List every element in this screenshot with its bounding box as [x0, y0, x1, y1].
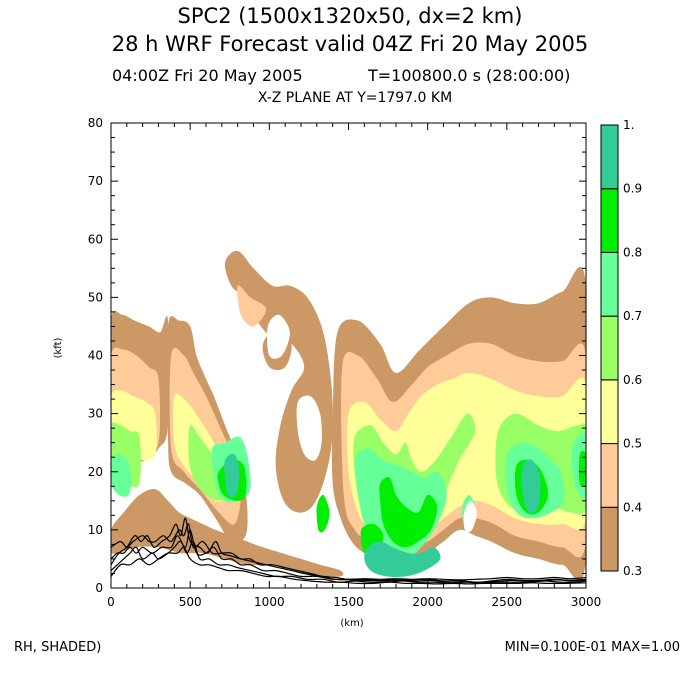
- colorbar-segment: [600, 124, 619, 190]
- x-tick-label: 1500: [333, 595, 364, 609]
- y-tick-label: 50: [88, 290, 103, 304]
- colorbar-label: 1.: [623, 118, 634, 132]
- chart-title-line2: 28 h WRF Forecast valid 04Z Fri 20 May 2…: [111, 32, 589, 56]
- colorbar-label: 0.6: [623, 373, 642, 387]
- rh-region-level-6: [578, 450, 586, 487]
- colorbar: 0.3 0.4 0.5 0.6 0.7 0.8 0.9 1.: [600, 118, 642, 578]
- colorbar-segment: [600, 315, 619, 381]
- x-tick-label: 0: [107, 595, 115, 609]
- y-tick-label: 40: [88, 349, 103, 363]
- colorbar-label: 0.5: [623, 437, 642, 451]
- y-tick-label: 30: [88, 407, 103, 421]
- rh-region-level-0: [296, 395, 322, 461]
- rh-region-level-7: [224, 453, 240, 498]
- contour-line: [111, 546, 586, 585]
- colorbar-segment: [600, 506, 619, 572]
- colorbar-label: 0.4: [623, 500, 642, 514]
- min-max-label: MIN=0.100E-01 MAX=1.00: [504, 640, 680, 655]
- colorbar-label: 0.7: [623, 309, 642, 323]
- x-axis-label: (km): [340, 618, 363, 629]
- rh-shading: [111, 250, 586, 582]
- colorbar-segment: [600, 379, 619, 445]
- rh-region-level-7: [521, 459, 541, 514]
- colorbar-segment: [600, 443, 619, 508]
- x-tick-label: 2500: [492, 595, 523, 609]
- colorbar-label: 0.8: [623, 245, 642, 259]
- axis-tick-labels: 0 500 1000 1500 2000 2500 3000 0 10 20 30 40 50 60 70 8…: [88, 116, 602, 609]
- y-tick-label: 80: [88, 116, 103, 130]
- chart-title-line1: SPC2 (1500x1320x50, dx=2 km): [177, 4, 523, 28]
- y-axis-label: (kft): [53, 337, 64, 358]
- rh-region-level-7: [364, 541, 441, 578]
- y-tick-label: 70: [88, 174, 103, 188]
- rh-region-level-6: [316, 494, 330, 533]
- colorbar-label: 0.9: [623, 182, 642, 196]
- colorbar-segment: [600, 251, 619, 317]
- valid-time-label: 04:00Z Fri 20 May 2005: [112, 66, 303, 85]
- rh-region-level-2: [237, 285, 267, 327]
- rh-region-level-6: [379, 477, 438, 548]
- rh-region-level-1: [111, 489, 344, 578]
- y-tick-label: 60: [88, 232, 103, 246]
- field-label: RH, SHADED): [14, 640, 102, 655]
- x-tick-label: 2000: [412, 595, 443, 609]
- rh-region-level-5: [111, 454, 132, 497]
- x-tick-label: 3000: [571, 595, 602, 609]
- plane-label: X-Z PLANE AT Y=1797.0 KM: [257, 90, 453, 106]
- y-tick-label: 20: [88, 465, 103, 479]
- contour-line: [111, 517, 586, 583]
- elapsed-time-label: T=100800.0 s (28:00:00): [368, 66, 571, 85]
- x-tick-label: 500: [179, 595, 202, 609]
- x-tick-label: 1000: [254, 595, 285, 609]
- colorbar-label: 0.3: [623, 564, 642, 578]
- colorbar-segment: [600, 188, 619, 253]
- rh-region-level-0: [463, 500, 477, 533]
- axis-ticks: [110, 122, 587, 589]
- contour-line: [111, 523, 586, 581]
- contour-lines: [111, 517, 586, 585]
- y-tick-label: 0: [95, 581, 103, 595]
- rh-region-level-0: [266, 314, 290, 359]
- y-tick-label: 10: [88, 523, 103, 537]
